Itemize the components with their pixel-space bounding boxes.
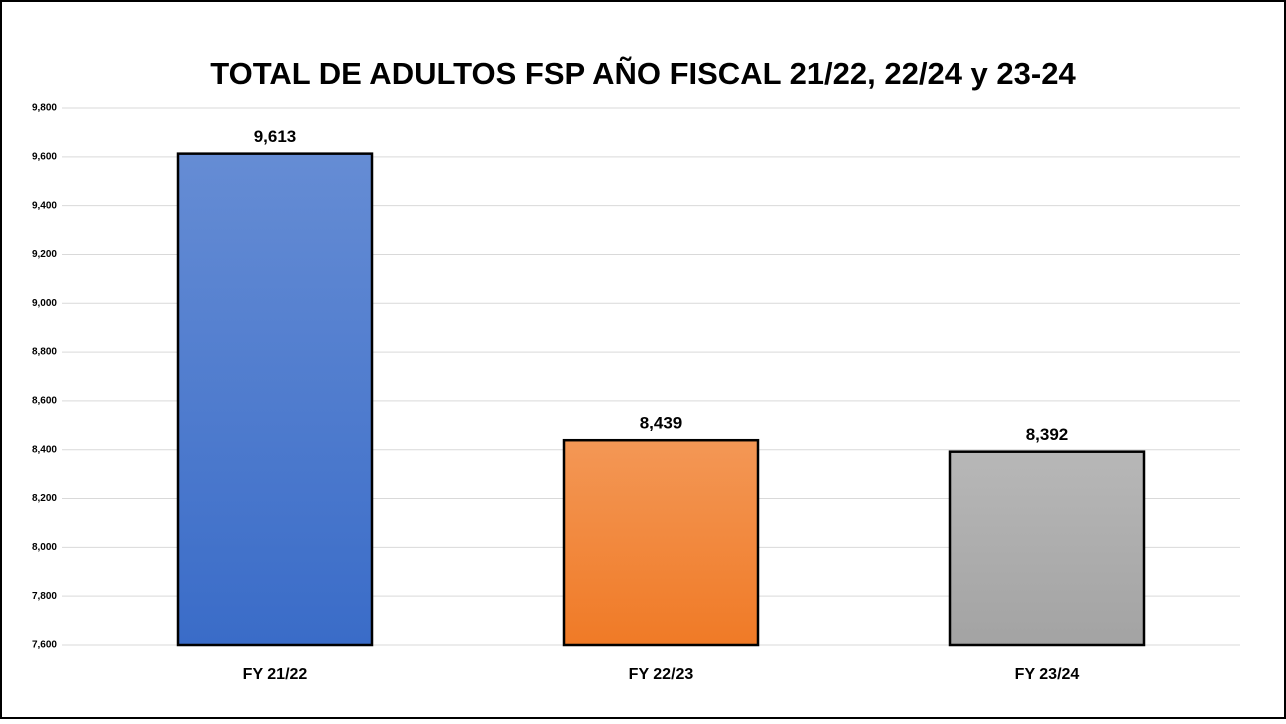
bar (562, 438, 760, 647)
y-tick-label: 9,600 (32, 151, 57, 162)
y-tick-label: 9,400 (32, 200, 57, 211)
y-tick-label: 8,000 (32, 542, 57, 553)
y-tick-label: 9,000 (32, 298, 57, 309)
x-tick-label: FY 22/23 (629, 666, 694, 683)
y-tick-label: 8,600 (32, 396, 57, 407)
bar (176, 152, 374, 647)
chart-title: TOTAL DE ADULTOS FSP AÑO FISCAL 21/22, 2… (210, 56, 1076, 91)
y-tick-label: 7,800 (32, 591, 57, 602)
data-label: 8,392 (1026, 425, 1069, 444)
y-tick-label: 8,200 (32, 493, 57, 504)
data-label: 9,613 (254, 127, 297, 146)
x-tick-label: FY 23/24 (1015, 666, 1080, 683)
y-tick-label: 9,800 (32, 103, 57, 114)
data-label: 8,439 (640, 414, 683, 433)
y-tick-label: 9,200 (32, 249, 57, 260)
x-tick-label: FY 21/22 (243, 666, 308, 683)
y-tick-label: 8,800 (32, 347, 57, 358)
y-tick-label: 8,400 (32, 444, 57, 455)
bar (948, 450, 1146, 647)
y-tick-label: 7,600 (32, 640, 57, 651)
